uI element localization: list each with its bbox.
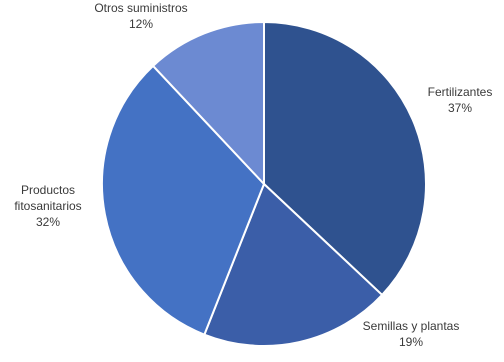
pie-label-productos-fitosanitarios: Productos fitosanitarios 32% xyxy=(14,183,81,229)
pie-label-fertilizantes: Fertilizantes 37% xyxy=(428,85,493,115)
pie-slice-otros-suministros xyxy=(151,20,265,187)
pie-slice-productos-fitosanitarios xyxy=(101,64,266,336)
pie-slice-fertilizantes xyxy=(263,20,427,297)
pie-label-semillas-y-plantas: Semillas y plantas 19% xyxy=(363,319,460,349)
pie-labels: Fertilizantes 37% Semillas y plantas 19% Pro… xyxy=(14,1,492,349)
pie-slices xyxy=(101,20,427,347)
pie-label-otros-suministros: Otros suministros 12% xyxy=(94,1,187,31)
